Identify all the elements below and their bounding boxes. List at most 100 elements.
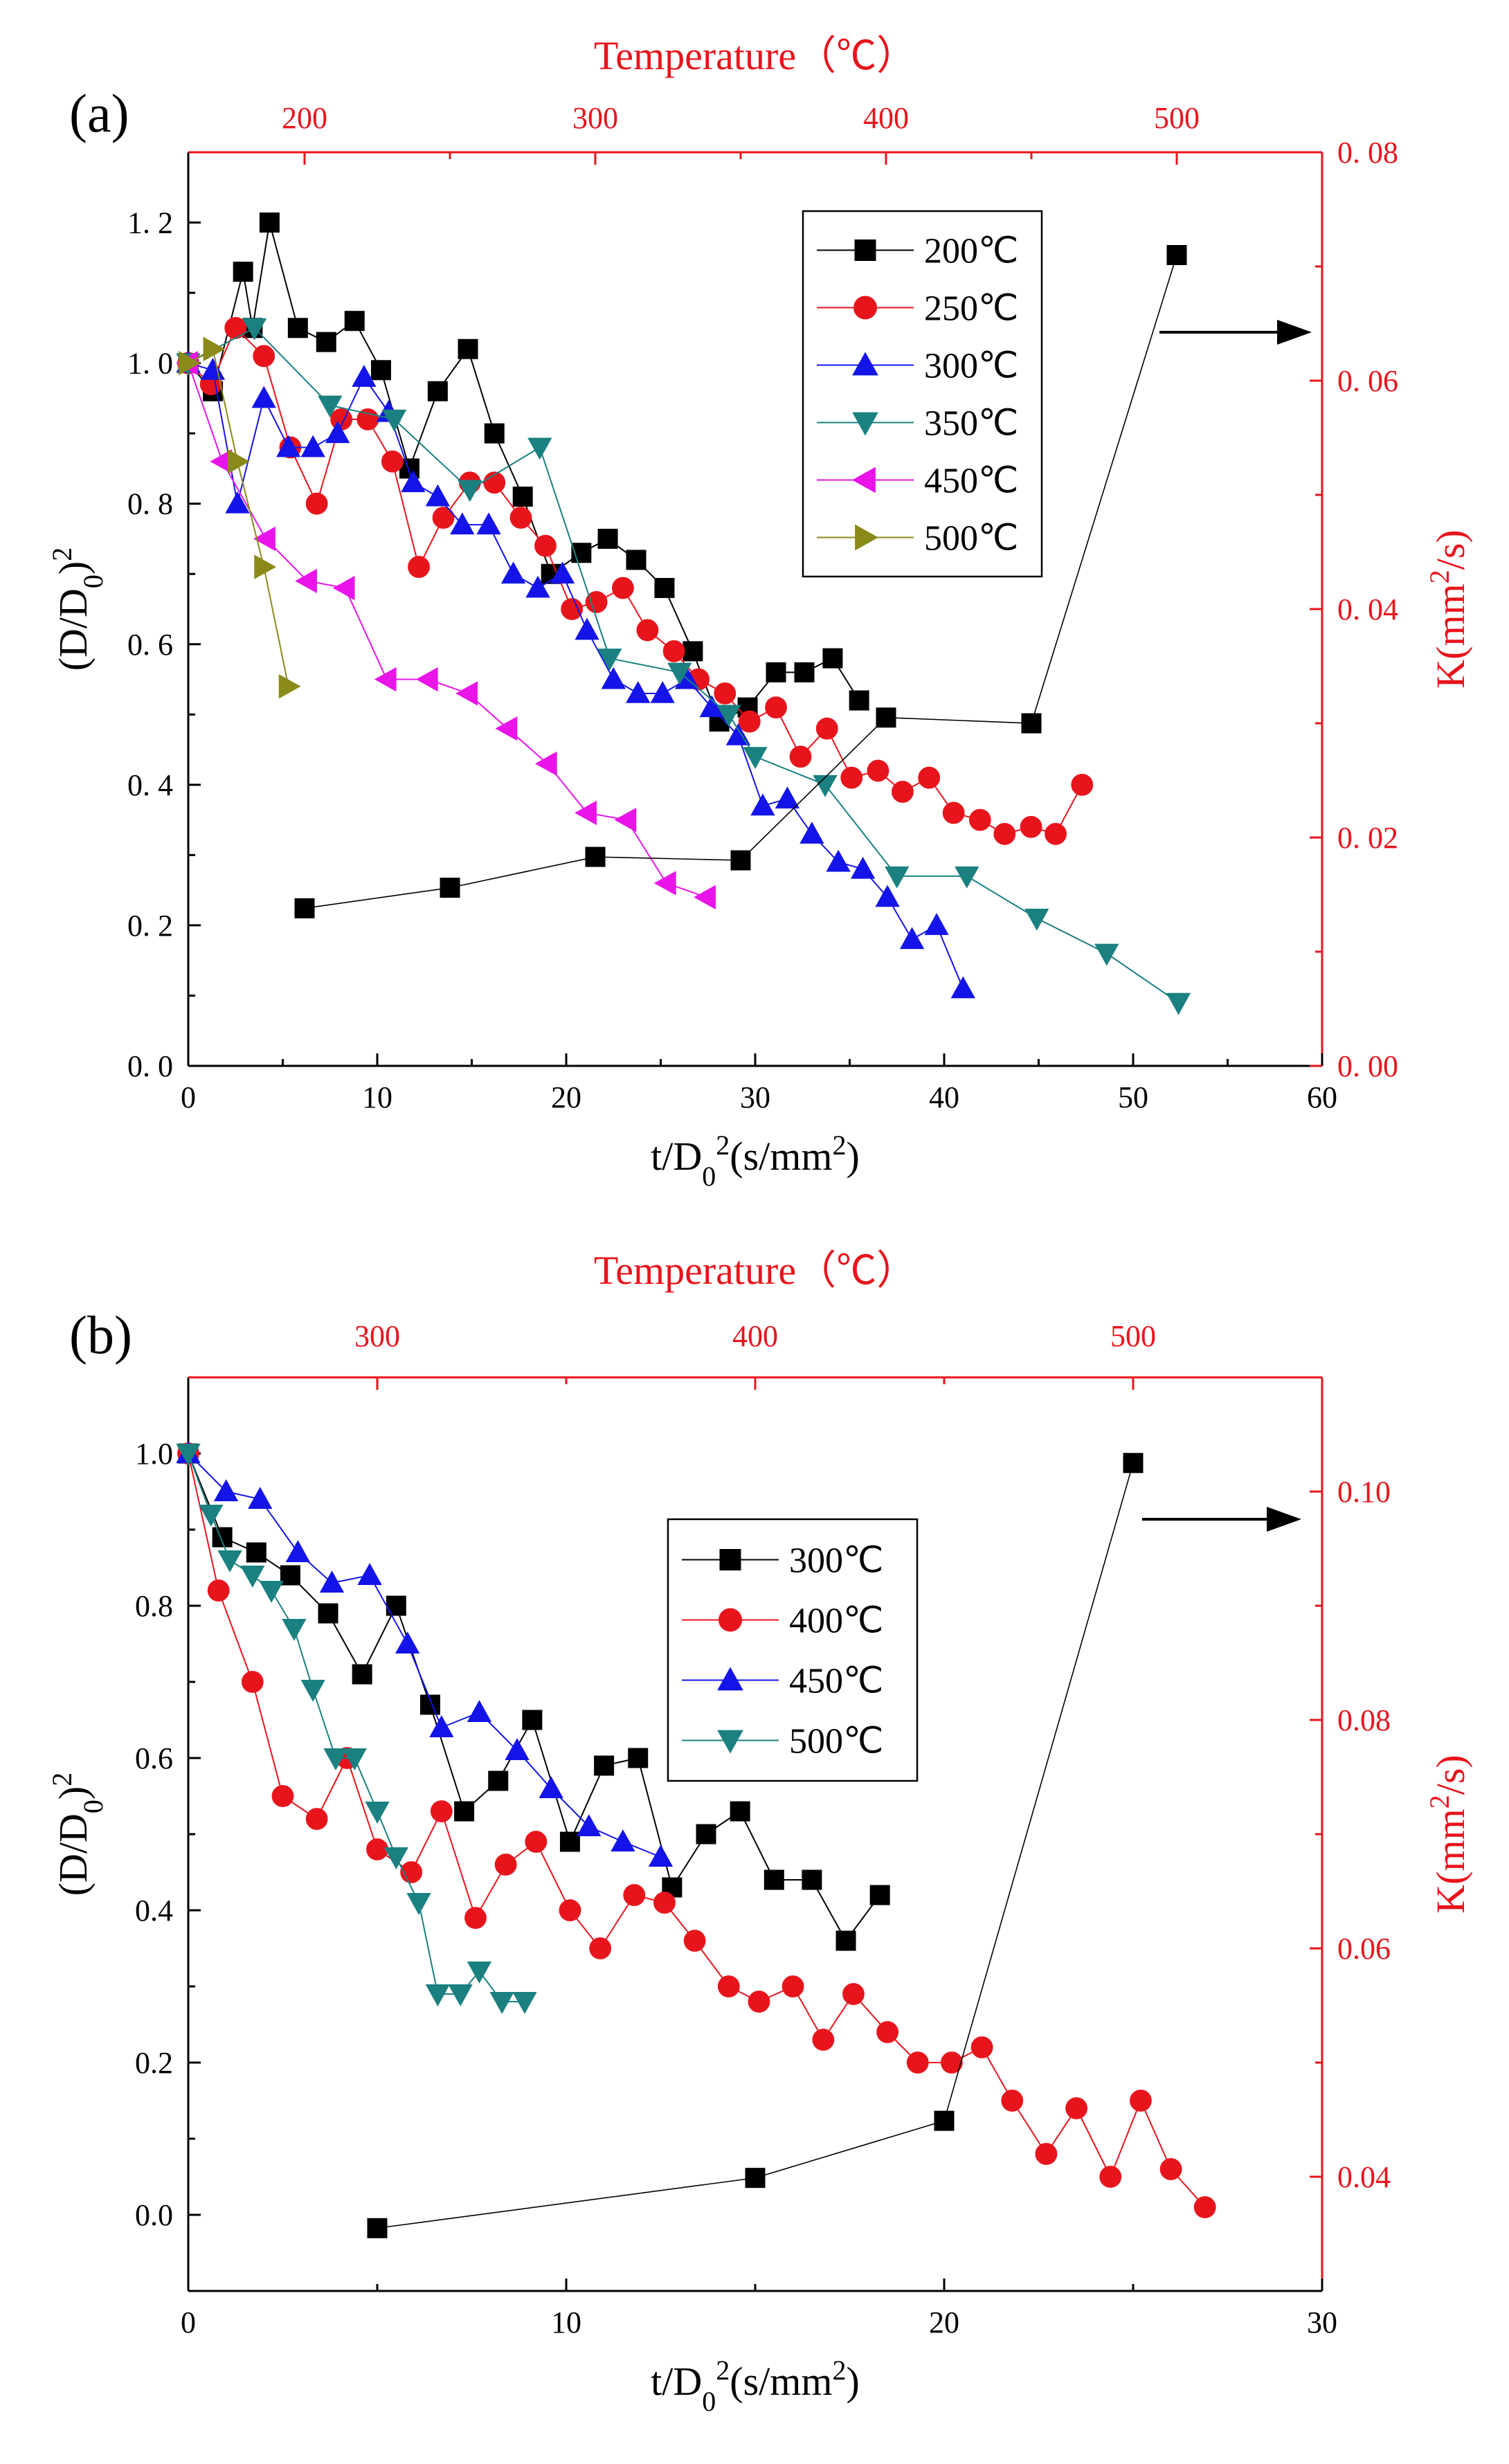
data-point [559,1831,580,1852]
data-point [488,1770,509,1791]
data-point [648,1845,674,1867]
series-line [188,222,860,723]
data-point [248,1487,273,1509]
chart-panel-a: 0 10 20 30 40 50 60 0. 0 0. 2 0. 4 0. 6 0. 8 1. 0 1. … [46,33,1474,1192]
data-point [440,878,460,898]
data-point [522,1710,543,1730]
data-point [628,1748,649,1768]
data-point [585,590,608,613]
data-point [374,667,397,692]
data-point [667,662,692,685]
legend-label: 450℃ [924,462,1018,501]
data-point [253,345,275,368]
data-point [300,1680,325,1702]
data-point [799,822,824,844]
data-point [892,781,914,803]
x-tick-label: 20 [551,1080,581,1114]
y2-tick-label: 0. 00 [1337,1049,1398,1083]
data-point [789,745,812,768]
data-point [280,1565,300,1586]
data-point [1193,2196,1216,2218]
data-point [539,1776,563,1798]
series-450℃ [176,350,716,909]
data-point [694,885,716,909]
y-tick-label: 1.0 [135,1437,173,1471]
data-point [626,681,651,703]
legend-label: 400℃ [789,1602,883,1641]
data-point [241,1671,264,1693]
data-point [370,360,391,381]
y-axis-title: (D/D0)2 [46,547,109,671]
data-point [259,212,280,233]
x-tick-label: 50 [1118,1080,1148,1114]
legend: 300℃ 400℃ 450℃ 500℃ [667,1518,919,1782]
data-point [601,667,626,689]
y2-tick-label: 0.10 [1337,1475,1391,1509]
data-point [319,1570,345,1593]
data-point [968,808,991,831]
x-tick-label: 30 [1307,2306,1337,2339]
series-line [304,255,1177,909]
legend-box [667,1518,919,1782]
data-point [561,598,584,620]
data-point [217,1550,242,1573]
data-point [455,681,478,706]
data-point [512,487,533,507]
data-point [383,1847,408,1869]
data-point [512,1992,537,2014]
data-point [212,1527,233,1548]
data-point [683,641,703,662]
data-point [251,386,276,408]
y-tick-label: 0. 8 [127,487,173,521]
data-point [429,1715,454,1737]
y2-axis-title: K(mm2/s) [1424,1755,1474,1913]
data-point [743,747,768,770]
data-point [585,846,606,867]
series-line [188,327,1180,1004]
legend-label: 300℃ [789,1541,883,1581]
data-point [835,1930,856,1951]
data-point [577,1814,602,1836]
legend-marker [717,1730,743,1754]
data-point [432,507,455,529]
legend-marker [855,524,879,551]
x-tick-label: 10 [362,1080,392,1114]
data-point [425,1984,451,2006]
top-tick-label: 400 [863,101,909,135]
data-point [325,421,350,444]
data-point [730,1801,750,1822]
series-300℃ [178,1443,890,1951]
data-point [869,1885,890,1905]
data-point [1094,943,1119,966]
data-point [1166,993,1191,1015]
y-tick-label: 0. 0 [127,1049,173,1083]
legend-label: 500℃ [789,1722,883,1761]
arrow-head [1267,1507,1301,1532]
y-tick-label: 1. 2 [127,206,173,240]
data-point [597,649,622,671]
data-point [494,1854,517,1876]
data-point [276,435,301,458]
data-point [406,1893,431,1915]
data-point [950,976,975,999]
legend-label: 450℃ [789,1662,883,1701]
legend-label: 500℃ [924,519,1018,559]
data-point [225,491,250,514]
data-point [653,871,676,896]
data-point [427,381,448,401]
arrow-head [1277,320,1312,345]
data-point [730,850,751,871]
data-point [696,1824,716,1845]
data-point [970,2036,993,2058]
x-tick-label: 0 [181,2306,196,2339]
y-tick-label: 0.2 [135,2046,173,2080]
data-point [295,568,317,594]
data-point [765,696,787,719]
data-point [750,793,775,816]
data-point [282,1619,307,1641]
data-point [941,2051,963,2074]
data-point [199,1505,224,1527]
data-point [213,1479,239,1501]
legend-marker [854,239,876,261]
series-k-vs-temperature [294,245,1187,918]
